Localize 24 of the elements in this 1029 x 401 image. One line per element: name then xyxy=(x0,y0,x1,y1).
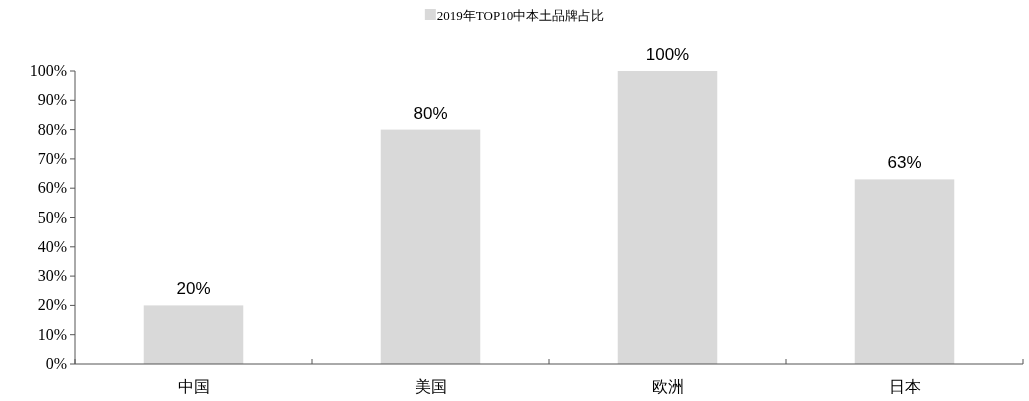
x-tick-label: 中国 xyxy=(177,378,210,395)
bar xyxy=(617,71,718,364)
data-label: 20% xyxy=(176,279,211,299)
y-tick-label: 40% xyxy=(37,237,67,255)
bar xyxy=(143,305,244,364)
y-tick-label: 10% xyxy=(37,325,67,343)
y-tick-label: 20% xyxy=(37,296,67,314)
y-tick-label: 100% xyxy=(29,62,67,79)
y-tick-label: 60% xyxy=(37,179,67,197)
bar xyxy=(380,129,481,364)
data-label: 80% xyxy=(413,103,448,123)
x-tick-label: 欧洲 xyxy=(651,378,684,395)
data-label: 63% xyxy=(887,153,922,173)
x-tick-label: 日本 xyxy=(888,378,921,395)
y-tick-label: 30% xyxy=(37,267,67,285)
y-tick-label: 80% xyxy=(37,120,67,138)
y-tick-label: 50% xyxy=(37,208,67,226)
y-tick-label: 70% xyxy=(37,149,67,167)
x-tick-label: 美国 xyxy=(414,378,447,395)
y-tick-label: 90% xyxy=(37,91,67,109)
data-label: 100% xyxy=(645,45,690,64)
legend-label: 2019年TOP10中本土品牌占比 xyxy=(436,8,605,23)
bar xyxy=(854,179,955,364)
y-tick-label: 0% xyxy=(45,355,67,372)
